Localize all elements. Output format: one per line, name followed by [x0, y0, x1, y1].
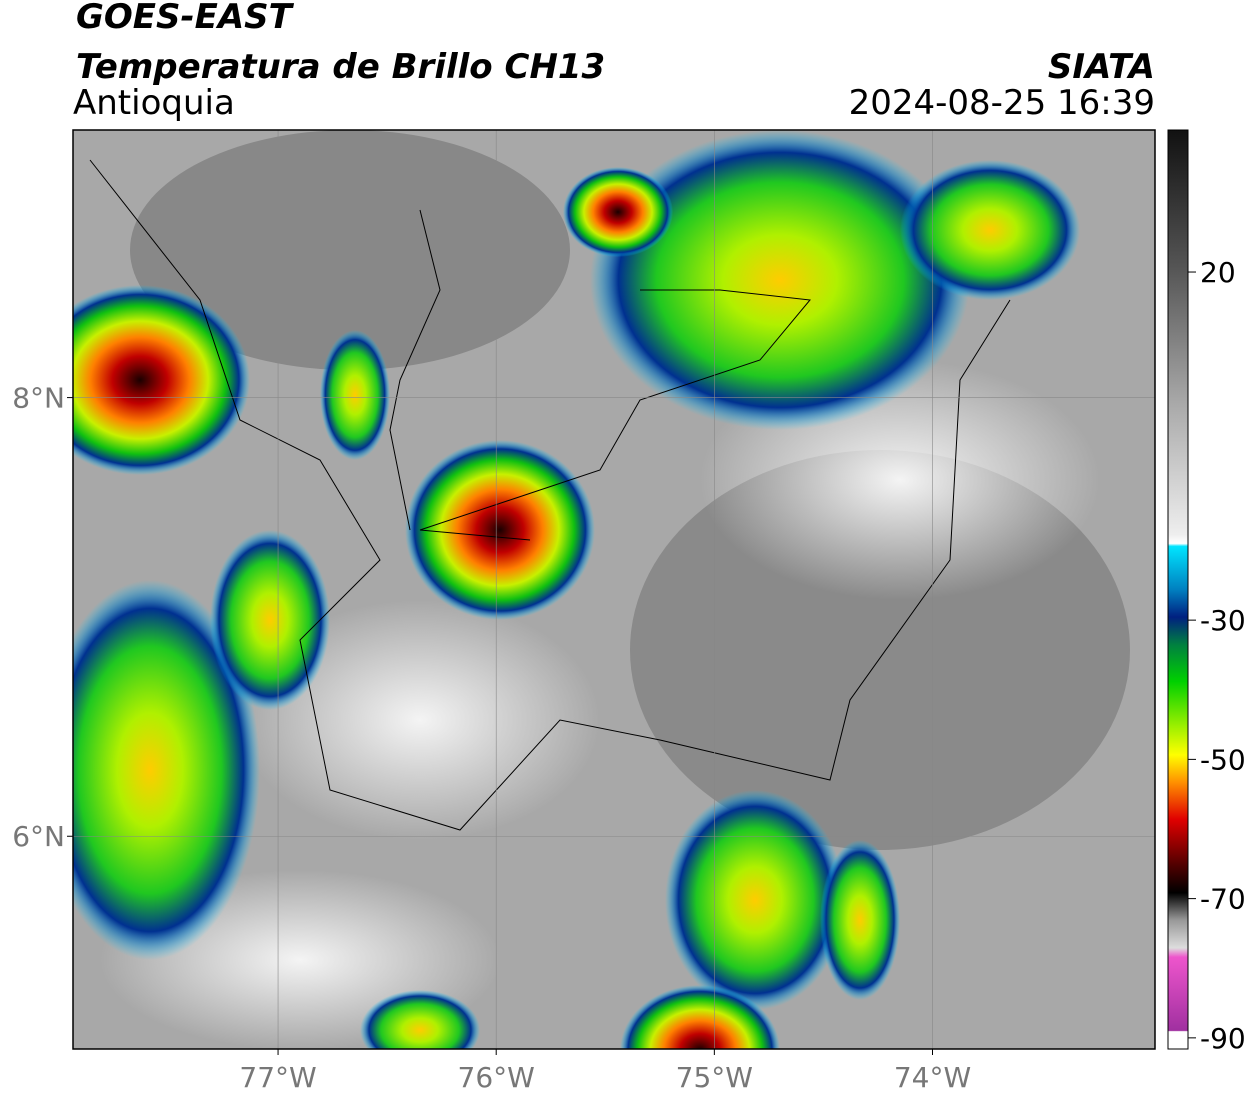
map-grid	[73, 130, 1155, 1049]
lat-tick-label: 8°N	[12, 382, 65, 415]
lon-tick-label: 76°W	[458, 1061, 535, 1094]
lon-tick-label: 77°W	[239, 1061, 316, 1094]
colorbar-tick-label: -70	[1200, 883, 1246, 916]
datetime-label: 2024-08-25 16:39	[849, 83, 1155, 123]
colorbar-tick-label: -90	[1200, 1022, 1246, 1055]
agency-label: SIATA	[1048, 47, 1155, 87]
colorbar-tick-label: -30	[1200, 604, 1246, 637]
colorbar-tick-label: 20	[1200, 256, 1236, 289]
colorbar-tick-label: -50	[1200, 743, 1246, 776]
colorbar	[1167, 129, 1189, 1050]
lon-tick-label: 75°W	[676, 1061, 753, 1094]
product-title: Temperatura de Brillo CH13	[76, 47, 605, 87]
satellite-title: GOES-EAST	[76, 0, 295, 37]
lon-tick-label: 74°W	[894, 1061, 971, 1094]
map-frame	[72, 129, 1156, 1050]
satellite-image	[73, 130, 1155, 1049]
region-label: Antioquia	[73, 83, 235, 123]
lat-tick-label: 6°N	[12, 820, 65, 853]
